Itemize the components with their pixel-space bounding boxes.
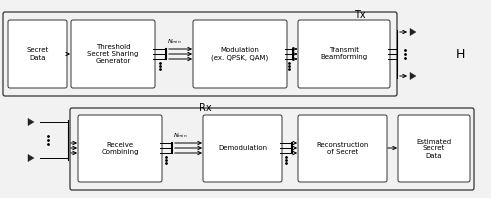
Text: Secret
Data: Secret Data <box>27 48 49 61</box>
Text: Estimated
Secret
Data: Estimated Secret Data <box>416 138 452 159</box>
FancyBboxPatch shape <box>71 20 155 88</box>
Polygon shape <box>28 154 34 162</box>
Text: $N_{min}$: $N_{min}$ <box>167 37 182 46</box>
FancyBboxPatch shape <box>203 115 282 182</box>
FancyBboxPatch shape <box>8 20 67 88</box>
Text: Demodulation: Demodulation <box>218 146 267 151</box>
FancyBboxPatch shape <box>298 20 390 88</box>
FancyBboxPatch shape <box>298 115 387 182</box>
FancyBboxPatch shape <box>78 115 162 182</box>
Text: Rx: Rx <box>199 103 211 113</box>
Text: Threshold
Secret Sharing
Generator: Threshold Secret Sharing Generator <box>87 44 138 64</box>
Text: Tx: Tx <box>354 10 366 20</box>
Polygon shape <box>410 72 416 80</box>
FancyBboxPatch shape <box>193 20 287 88</box>
Text: Receive
Combining: Receive Combining <box>101 142 139 155</box>
Text: H: H <box>455 49 464 62</box>
Text: Transmit
Beamforming: Transmit Beamforming <box>321 48 368 61</box>
Polygon shape <box>410 28 416 36</box>
Text: Modulation
(ex. QPSK, QAM): Modulation (ex. QPSK, QAM) <box>211 47 269 61</box>
Text: $N_{min}$: $N_{min}$ <box>173 131 188 140</box>
Polygon shape <box>28 118 34 126</box>
Text: Reconstruction
of Secret: Reconstruction of Secret <box>316 142 369 155</box>
FancyBboxPatch shape <box>398 115 470 182</box>
